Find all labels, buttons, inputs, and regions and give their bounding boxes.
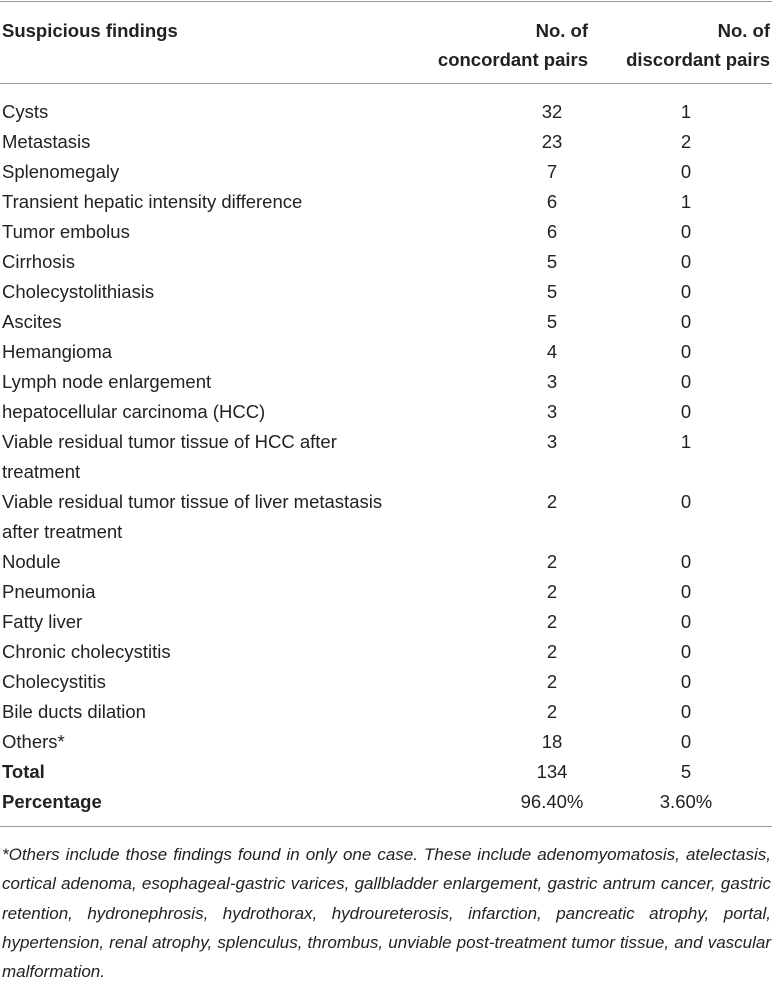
table-cell: Total (2, 761, 45, 782)
table-cell: 2 (546, 551, 558, 572)
table-row: Splenomegaly 7 0 (0, 157, 772, 187)
table-cell: 0 (680, 701, 692, 722)
table-row: Viable residual tumor tissue of HCC afte… (0, 427, 772, 487)
table-cell: 3.60% (592, 787, 772, 827)
table-cell: 2 (546, 491, 558, 512)
table-cell: 5 (546, 251, 558, 272)
table-row: Fatty liver 2 0 (0, 607, 772, 637)
table-cell: 0 (680, 581, 692, 602)
table-cell: 3 (546, 371, 558, 392)
table-cell: 6 (546, 191, 558, 212)
table-row: Viable residual tumor tissue of liver me… (0, 487, 772, 547)
table-cell: Chronic cholecystitis (2, 641, 171, 662)
table-cell: 96.40% (392, 787, 592, 827)
table-cell: Transient hepatic intensity difference (2, 191, 303, 212)
table-cell: 0 (680, 671, 692, 692)
table-cell: 2 (546, 641, 558, 662)
table-cell: 1 (680, 191, 692, 212)
table-cell: 0 (680, 491, 692, 512)
table-cell: 6 (546, 221, 558, 242)
table-cell: 7 (546, 161, 558, 182)
table-cell: 0 (680, 371, 692, 392)
table-cell: Viable residual tumor tissue of HCC afte… (2, 431, 337, 482)
table-row: Cholecystolithiasis 5 0 (0, 277, 772, 307)
header-cell: No. of discordant pairs (592, 1, 772, 84)
table-cell: 5 (546, 281, 558, 302)
findings-table: Suspicious findings No. of concordant pa… (0, 1, 772, 827)
table-cell: Hemangioma (2, 341, 113, 362)
table-cell: Cysts (2, 101, 49, 122)
table-row: Others* 18 0 (0, 727, 772, 757)
table-cell: 2 (546, 581, 558, 602)
table-cell: 1 (680, 101, 692, 122)
table-cell: 2 (680, 131, 692, 152)
table-cell: 3 (546, 431, 558, 452)
table-row: Cirrhosis 5 0 (0, 247, 772, 277)
footnote: *Others include those findings found in … (2, 845, 771, 982)
table-cell: 0 (680, 161, 692, 182)
table-cell: 0 (680, 641, 692, 662)
table-cell: Lymph node enlargement (2, 371, 212, 392)
table-cell: hepatocellular carcinoma (HCC) (2, 401, 266, 422)
table-cell: Metastasis (2, 131, 91, 152)
table-cell: Splenomegaly (2, 161, 120, 182)
table-cell: 3 (546, 401, 558, 422)
table-cell: 18 (541, 731, 563, 752)
table-cell: Others* (2, 731, 65, 752)
table-cell: Tumor embolus (2, 221, 130, 242)
table-cell: 5 (680, 761, 692, 782)
summary-row: Percentage 96.40% 3.60% (0, 787, 772, 827)
table-cell: 0 (680, 611, 692, 632)
header-row: Suspicious findings No. of concordant pa… (0, 1, 772, 84)
table-cell: 0 (680, 401, 692, 422)
table-row: Cholecystitis 2 0 (0, 667, 772, 697)
table-cell: 0 (680, 251, 692, 272)
table-row: Bile ducts dilation 2 0 (0, 697, 772, 727)
table-cell: Cirrhosis (2, 251, 75, 272)
table-row: Lymph node enlargement 3 0 (0, 367, 772, 397)
table-row: Chronic cholecystitis 2 0 (0, 637, 772, 667)
table-cell: Pneumonia (2, 581, 96, 602)
table-cell: 134 (536, 761, 568, 782)
table-cell: 2 (546, 611, 558, 632)
table-cell: Cholecystolithiasis (2, 281, 155, 302)
table-row: Nodule 2 0 (0, 547, 772, 577)
table-cell: 23 (541, 131, 563, 152)
table-row: Hemangioma 4 0 (0, 337, 772, 367)
table-cell: Cholecystitis (2, 671, 106, 692)
summary-row: Total 134 5 (0, 757, 772, 787)
table-row: hepatocellular carcinoma (HCC) 3 0 (0, 397, 772, 427)
table-cell: Viable residual tumor tissue of liver me… (2, 491, 383, 542)
table-cell: 0 (680, 221, 692, 242)
table-row: Pneumonia 2 0 (0, 577, 772, 607)
table-cell: Fatty liver (2, 611, 83, 632)
table-cell: 1 (680, 431, 692, 452)
table-row: Cysts 32 1 (0, 84, 772, 128)
table-cell: 2 (546, 671, 558, 692)
table-cell: 32 (541, 101, 563, 122)
table-cell: Bile ducts dilation (2, 701, 146, 722)
table-cell: 0 (680, 311, 692, 332)
table-cell: 5 (546, 311, 558, 332)
table-body: Cysts 32 1 Metastasis 23 2 Splenomegaly 7 0 Trans… (0, 84, 772, 827)
table-cell: 0 (680, 731, 692, 752)
table-cell: 0 (680, 551, 692, 572)
table-header: Suspicious findings No. of concordant pa… (0, 1, 772, 84)
table-cell: Nodule (2, 551, 61, 572)
table-cell: 2 (546, 701, 558, 722)
table-cell: Percentage (0, 787, 392, 827)
table-cell: 4 (546, 341, 558, 362)
table-row: Tumor embolus 6 0 (0, 217, 772, 247)
header-cell: No. of concordant pairs (392, 1, 592, 84)
table-cell: 0 (680, 341, 692, 362)
table-row: Metastasis 23 2 (0, 127, 772, 157)
header-cell: Suspicious findings (0, 1, 392, 84)
table-cell: Ascites (2, 311, 62, 332)
table-row: Ascites 5 0 (0, 307, 772, 337)
table-row: Transient hepatic intensity difference 6 1 (0, 187, 772, 217)
table-cell: 0 (680, 281, 692, 302)
